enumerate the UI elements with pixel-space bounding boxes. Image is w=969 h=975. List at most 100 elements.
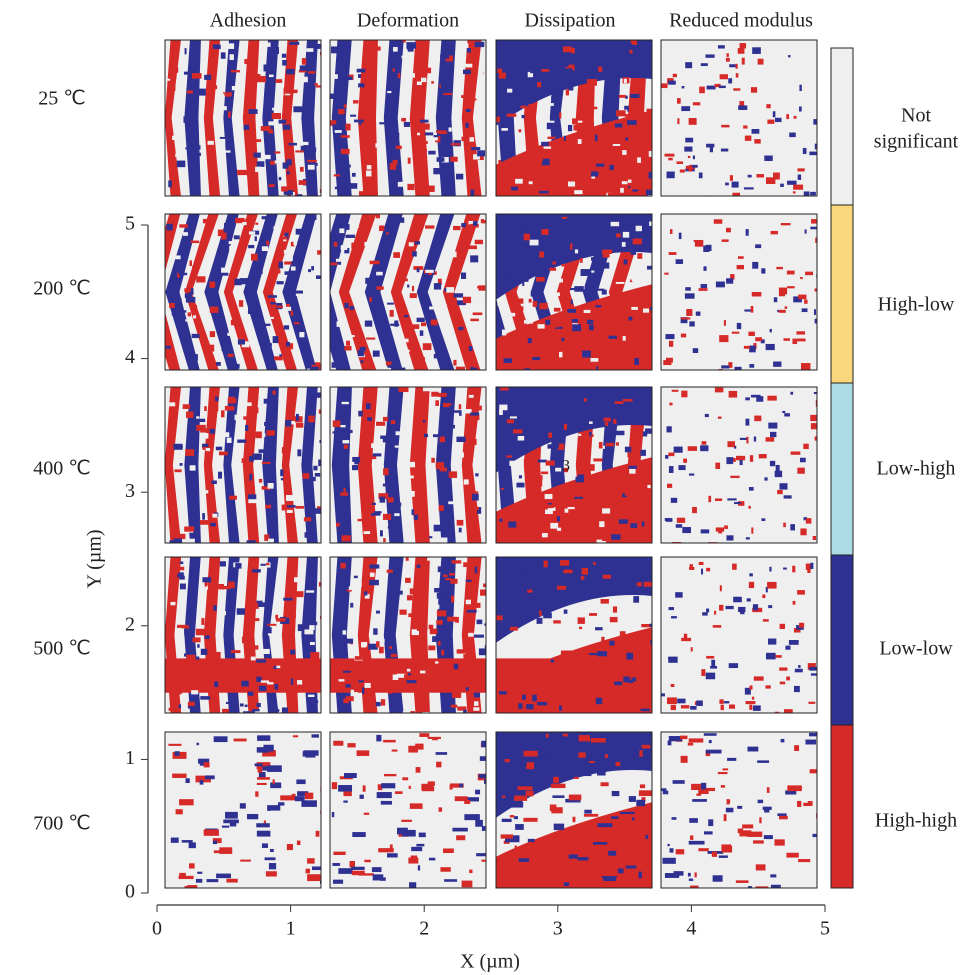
speckle: [383, 739, 396, 743]
speckle: [408, 672, 411, 676]
speckle: [195, 775, 211, 783]
speckle: [702, 612, 708, 616]
speckle: [284, 232, 289, 240]
speckle: [642, 230, 647, 233]
speckle: [178, 875, 194, 880]
speckle: [213, 850, 220, 854]
speckle: [267, 516, 273, 521]
speckle: [567, 124, 573, 132]
speckle: [749, 704, 753, 710]
speckle: [351, 242, 355, 249]
map-panel: [329, 213, 487, 371]
speckle: [520, 222, 527, 226]
speckle: [562, 46, 572, 53]
speckle: [237, 439, 247, 443]
speckle: [311, 476, 316, 482]
speckle: [432, 434, 441, 438]
speckle: [411, 509, 415, 516]
speckle: [473, 154, 481, 160]
speckle: [314, 43, 321, 49]
speckle: [461, 95, 465, 98]
speckle: [551, 756, 567, 762]
speckle: [345, 684, 351, 688]
speckle: [666, 171, 675, 179]
speckle: [228, 241, 233, 245]
speckle: [178, 533, 186, 540]
speckle: [742, 824, 754, 829]
speckle: [387, 526, 392, 529]
speckle: [517, 786, 533, 791]
speckle: [349, 306, 355, 310]
speckle: [760, 339, 765, 344]
speckle: [315, 621, 318, 626]
speckle: [302, 76, 308, 83]
speckle: [259, 187, 264, 191]
speckle: [772, 111, 776, 118]
speckle: [434, 587, 443, 593]
speckle: [450, 156, 458, 162]
speckle: [597, 564, 602, 568]
speckle: [420, 77, 427, 83]
speckle: [429, 306, 434, 310]
speckle: [623, 878, 627, 881]
legend-label: significant: [874, 131, 959, 153]
speckle: [688, 118, 697, 125]
speckle: [330, 93, 341, 99]
speckle: [608, 850, 617, 856]
speckle: [497, 763, 512, 769]
speckle: [533, 487, 539, 493]
speckle: [576, 578, 583, 581]
speckle: [783, 567, 787, 570]
speckle: [731, 331, 740, 334]
speckle: [179, 639, 183, 644]
cluster-region: [496, 110, 652, 196]
speckle: [308, 415, 315, 423]
speckle: [190, 240, 200, 244]
speckle: [497, 459, 502, 465]
speckle: [376, 734, 382, 742]
speckle: [476, 628, 486, 632]
speckle: [601, 289, 607, 295]
map-content: [330, 387, 486, 543]
speckle: [277, 684, 281, 691]
speckle: [539, 610, 542, 617]
speckle: [700, 782, 707, 790]
speckle: [523, 817, 538, 822]
speckle: [479, 756, 486, 761]
speckle: [459, 783, 464, 788]
speckle: [698, 789, 709, 794]
map-background: [661, 387, 817, 543]
speckle: [744, 687, 751, 695]
speckle: [200, 648, 208, 655]
speckle: [231, 650, 241, 654]
speckle: [406, 42, 417, 49]
speckle: [541, 158, 550, 166]
speckle: [605, 586, 615, 593]
speckle: [563, 467, 569, 473]
speckle: [208, 344, 215, 352]
speckle: [501, 487, 504, 490]
speckle: [293, 591, 304, 598]
speckle: [526, 356, 531, 360]
speckle: [396, 673, 406, 678]
speckle: [189, 863, 195, 869]
speckle: [286, 509, 293, 513]
speckle: [341, 535, 351, 542]
speckle: [211, 651, 221, 659]
speckle: [527, 838, 535, 843]
speckle: [622, 231, 630, 238]
speckle: [196, 416, 200, 420]
speckle: [335, 522, 340, 527]
speckle: [518, 568, 524, 572]
speckle: [737, 48, 745, 54]
speckle: [758, 454, 767, 459]
speckle: [407, 284, 410, 289]
speckle: [543, 88, 554, 93]
speckle: [453, 663, 459, 670]
speckle: [364, 241, 368, 247]
speckle: [223, 92, 232, 96]
speckle: [254, 139, 262, 142]
speckle: [583, 221, 586, 226]
speckle: [670, 497, 678, 503]
speckle: [700, 445, 709, 452]
